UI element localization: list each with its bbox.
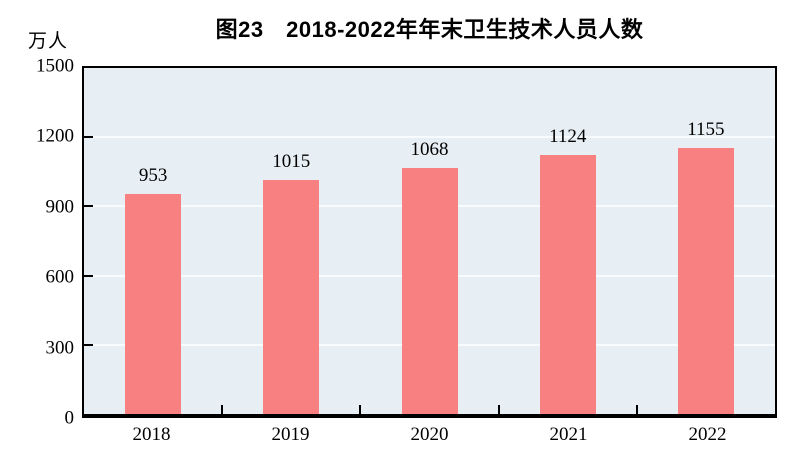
y-axis-tick-mark <box>84 205 93 208</box>
bar-slot: 1124 <box>499 68 637 414</box>
bar-value-label: 953 <box>138 165 168 187</box>
x-axis-tick-mark <box>635 405 638 414</box>
y-axis-tick-labels: 0 300 600 900 1200 1500 <box>0 57 75 428</box>
gridline <box>84 136 775 139</box>
x-axis-tick-mark <box>497 405 500 414</box>
bar-value-label: 1015 <box>272 150 311 172</box>
y-axis-tick-mark <box>84 274 93 277</box>
y-tick-label: 900 <box>45 196 75 218</box>
y-axis-unit-label: 万人 <box>28 31 69 52</box>
x-tick-label: 2019 <box>271 424 310 445</box>
bar-slots: 953 1015 1068 1124 1155 <box>84 68 775 414</box>
bar <box>125 194 182 414</box>
y-axis-tick-mark <box>84 343 93 346</box>
bar-slot: 953 <box>84 68 222 414</box>
x-tick-label: 2021 <box>549 424 588 445</box>
bar-value-label: 1068 <box>410 138 449 160</box>
bar-value-label: 1124 <box>549 125 587 147</box>
y-axis-tick-mark <box>84 136 93 139</box>
x-tick-label: 2022 <box>688 424 727 445</box>
y-tick-label: 600 <box>45 266 75 288</box>
bar <box>401 167 458 414</box>
y-tick-label: 300 <box>45 337 75 359</box>
bar <box>539 154 596 414</box>
x-axis-tick-labels: 2018 2019 2020 2021 2022 <box>82 424 777 446</box>
x-axis-tick-mark <box>359 405 362 414</box>
y-tick-label: 1200 <box>36 125 74 147</box>
bar-slot: 1155 <box>637 68 775 414</box>
bar-slot: 1015 <box>222 68 360 414</box>
bar <box>677 147 734 414</box>
chart-title: 图23 2018-2022年年末卫生技术人员人数 <box>215 17 644 42</box>
bar-slot: 1068 <box>360 68 498 414</box>
bar-value-label: 1155 <box>687 118 725 140</box>
x-axis-tick-mark <box>221 405 224 414</box>
x-tick-label: 2020 <box>410 424 449 445</box>
y-tick-label: 1500 <box>36 55 74 77</box>
y-tick-label: 0 <box>64 407 75 429</box>
plot-area: 953 1015 1068 1124 1155 <box>82 66 777 418</box>
bar <box>263 179 320 414</box>
x-tick-label: 2018 <box>132 424 171 445</box>
